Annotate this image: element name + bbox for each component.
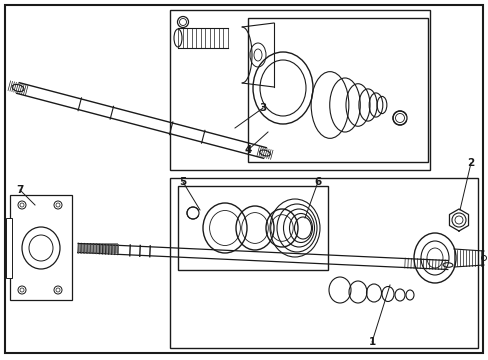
- Bar: [178, 186, 327, 270]
- Text: 6: 6: [314, 177, 321, 187]
- Text: 1: 1: [367, 337, 375, 347]
- Text: 4: 4: [244, 145, 251, 155]
- Bar: [170, 178, 477, 348]
- Bar: [6, 218, 12, 278]
- Text: 2: 2: [467, 158, 474, 168]
- Bar: [10, 195, 72, 300]
- Text: 5: 5: [179, 177, 186, 187]
- Bar: [247, 18, 427, 162]
- Text: 3: 3: [259, 103, 266, 113]
- Bar: [170, 10, 429, 170]
- Bar: [78, 243, 118, 253]
- Text: 7: 7: [16, 185, 23, 195]
